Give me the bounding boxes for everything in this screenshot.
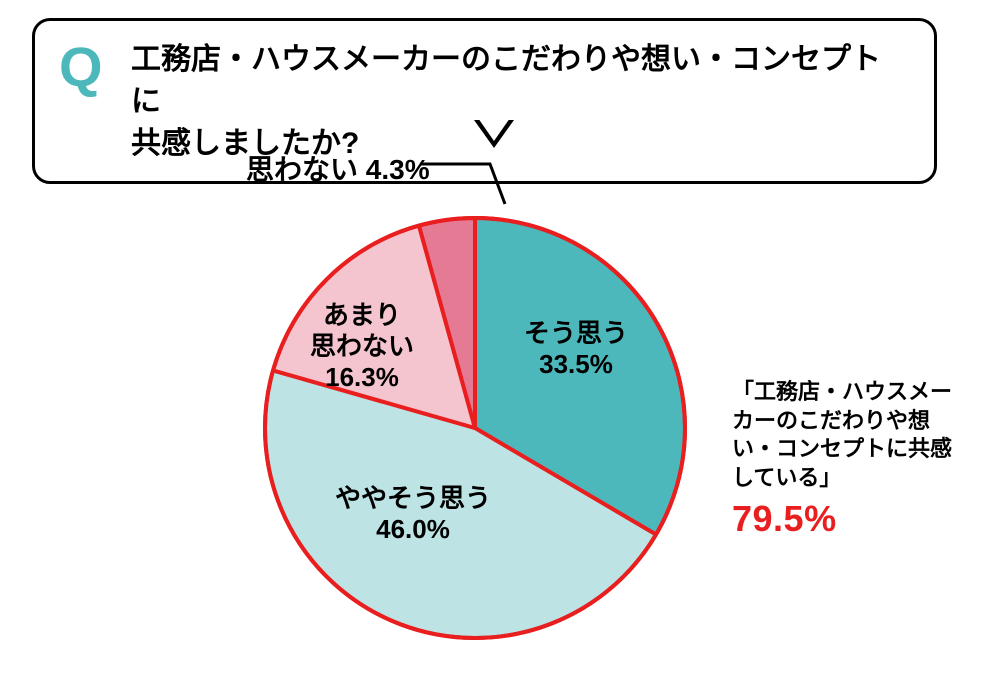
slice-label-pct: 16.3% — [310, 362, 414, 393]
question-mark: Q — [59, 39, 103, 95]
pie-chart — [230, 183, 720, 673]
slice-label-souomou: そう思う 33.5% — [524, 318, 628, 380]
slice-label-pct: 33.5% — [524, 349, 628, 380]
summary-block: 「工務店・ハウスメーカーのこだわりや想い・コンセプトに共感している」 79.5% — [732, 378, 957, 540]
slice-label-line: ややそう思う — [335, 483, 491, 514]
slice-label-line: そう思う — [524, 318, 628, 349]
chart-area: 思わない 4.3% そう思う 33.5% ややそう思う 46.0% あまり 思わ… — [0, 148, 982, 648]
summary-percent: 79.5% — [732, 498, 957, 540]
question-text: 工務店・ハウスメーカーのこだわりや想い・コンセプトに 共感しましたか? — [131, 39, 908, 165]
slice-label-pct: 46.0% — [335, 514, 491, 545]
slice-label-amari: あまり 思わない 16.3% — [310, 300, 414, 394]
summary-text: 「工務店・ハウスメーカーのこだわりや想い・コンセプトに共感している」 — [732, 378, 957, 492]
slice-label-mid: 思わない — [310, 331, 414, 362]
slice-label-line: あまり — [310, 300, 414, 331]
slice-label-yaya: ややそう思う 46.0% — [335, 483, 491, 545]
